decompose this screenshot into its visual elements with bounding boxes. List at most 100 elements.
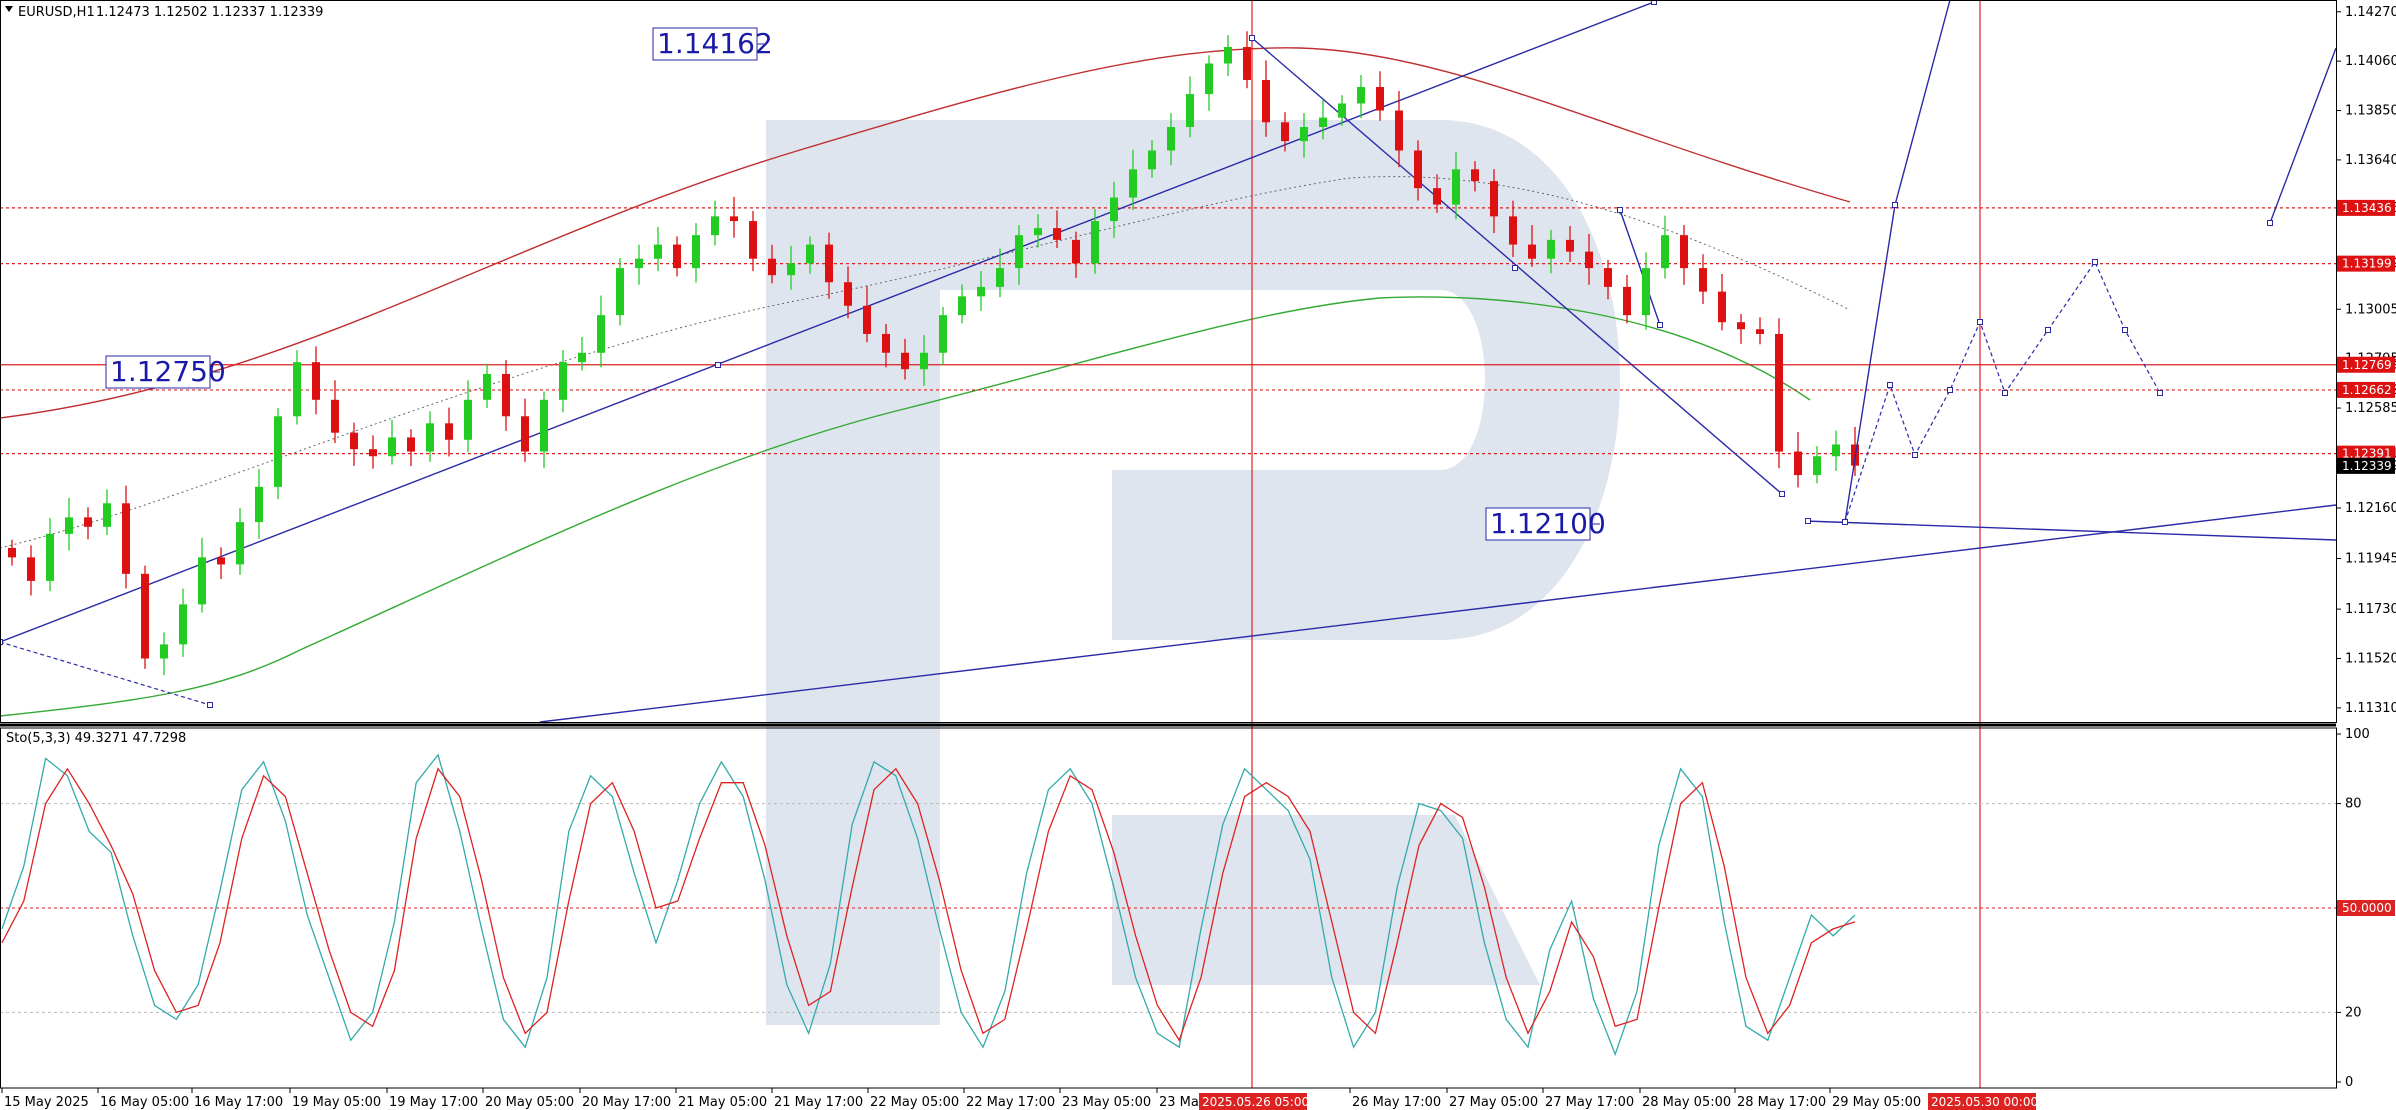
candle-body <box>977 286 985 297</box>
trendline-anchor <box>1805 518 1811 524</box>
ohlc-label: 1.12473 1.12502 1.12337 1.12339 <box>96 5 323 20</box>
candle-body <box>1414 150 1422 189</box>
trendline-anchor <box>1249 35 1255 41</box>
trendline-dashed <box>0 641 211 706</box>
x-tick-label: 20 May 17:00 <box>582 1095 671 1110</box>
candle-body <box>920 352 928 370</box>
candle-body <box>122 503 130 574</box>
sto-signal-line <box>1 767 1856 1042</box>
candle-body <box>1471 169 1479 182</box>
candle-body <box>1832 444 1840 457</box>
candle-body <box>1091 221 1099 264</box>
forecast-anchor <box>1912 452 1918 458</box>
x-tick-label: 29 May 05:00 <box>1832 1095 1921 1110</box>
candle-body <box>654 244 662 259</box>
forecast-anchor <box>2045 327 2051 333</box>
candle-body <box>1338 103 1346 118</box>
candle-body <box>331 399 339 433</box>
trendline-anchor <box>1617 207 1623 213</box>
y-tick-label: 1.11945 <box>2345 552 2396 567</box>
candle-body <box>1357 87 1365 104</box>
candle-body <box>141 573 149 659</box>
trendline-anchor <box>1512 265 1518 271</box>
price-tag <box>2337 381 2395 398</box>
candle-body <box>445 423 453 440</box>
candle-body <box>1813 456 1821 476</box>
price-levels <box>0 0 2336 1088</box>
forecast-anchor <box>2092 259 2098 265</box>
x-highlight-tag <box>1928 1093 2036 1110</box>
forecast-anchor <box>2157 390 2163 396</box>
candle-body <box>65 517 73 534</box>
candle-body <box>1490 181 1498 217</box>
candle-body <box>1452 169 1460 205</box>
sto-tag-label: 50.0000 <box>2342 901 2392 915</box>
candle-body <box>1395 110 1403 151</box>
sto-tick-label: 20 <box>2345 1005 2362 1020</box>
y-tick-label: 1.11310 <box>2345 701 2396 716</box>
annotation-label: 1.12100 <box>1490 507 1606 540</box>
candle-body <box>1205 63 1213 95</box>
candle-body <box>1072 239 1080 264</box>
candle-body <box>1661 235 1669 269</box>
forecast-anchor <box>1842 519 1848 525</box>
y-tick-label: 1.12160 <box>2345 501 2396 516</box>
stochastic-oscillator: 100 80 50.0000 20 0 <box>0 727 2395 1090</box>
x-tick-label: 22 May 05:00 <box>870 1095 959 1110</box>
trend-lines: 1.14162 1.12750 1.12100 <box>0 0 2337 723</box>
candle-body <box>198 557 206 605</box>
forecast-anchor <box>2267 220 2273 226</box>
trendline-anchor <box>1657 322 1663 328</box>
candle-body <box>1034 228 1042 236</box>
candle-body <box>1243 47 1251 80</box>
trendline-anchor <box>0 639 3 645</box>
candle-body <box>1224 47 1232 64</box>
forecast-anchor <box>1947 387 1953 393</box>
trendline-anchor <box>715 362 721 368</box>
price-tag-label: 1.12769 <box>2342 358 2392 372</box>
price-tag-label: 1.12662 <box>2342 383 2392 397</box>
candle-body <box>483 373 491 400</box>
candle-body <box>1585 251 1593 269</box>
x-tick-label: 27 May 05:00 <box>1449 1095 1538 1110</box>
y-tick-label: 1.12585 <box>2345 401 2396 416</box>
candle-body <box>312 362 320 400</box>
y-tick-label: 1.11520 <box>2345 652 2396 667</box>
candle-body <box>27 557 35 581</box>
candle-body <box>1376 87 1384 111</box>
candle-body <box>1110 197 1118 222</box>
candle-body <box>255 486 263 523</box>
trendline-support <box>539 504 2337 723</box>
forecast-anchor <box>1977 319 1983 325</box>
price-tag <box>2337 199 2395 216</box>
sto-main-line <box>1 753 1856 1057</box>
price-tag <box>2337 356 2395 373</box>
candle-body <box>1148 150 1156 170</box>
y-tick-label: 1.14060 <box>2345 54 2396 69</box>
candle-body <box>46 533 54 581</box>
candle-body <box>1737 322 1745 330</box>
y-tick-label: 1.13640 <box>2345 153 2396 168</box>
candle-body <box>1528 244 1536 259</box>
annotation-label: 1.12750 <box>110 355 226 388</box>
candle-body <box>1319 117 1327 127</box>
price-tag <box>2337 255 2395 272</box>
indicator-label: Sto(5,3,3) 49.3271 47.7298 <box>6 731 186 746</box>
annotation-box <box>1485 507 1591 541</box>
candle-body <box>1566 239 1574 252</box>
candle-body <box>1129 169 1137 198</box>
candle-body <box>1794 451 1802 476</box>
x-tick-label: 16 May 17:00 <box>194 1095 283 1110</box>
candle-body <box>1281 122 1289 142</box>
candle-body <box>825 244 833 283</box>
candle-body <box>901 352 909 370</box>
candle-body <box>673 244 681 269</box>
candle-body <box>730 216 738 222</box>
candle-body <box>958 296 966 316</box>
candle-body <box>1642 268 1650 316</box>
candle-body <box>882 333 890 353</box>
candle-body <box>426 423 434 452</box>
annotation-box <box>105 355 211 389</box>
sto-tick-label: 100 <box>2345 727 2370 742</box>
